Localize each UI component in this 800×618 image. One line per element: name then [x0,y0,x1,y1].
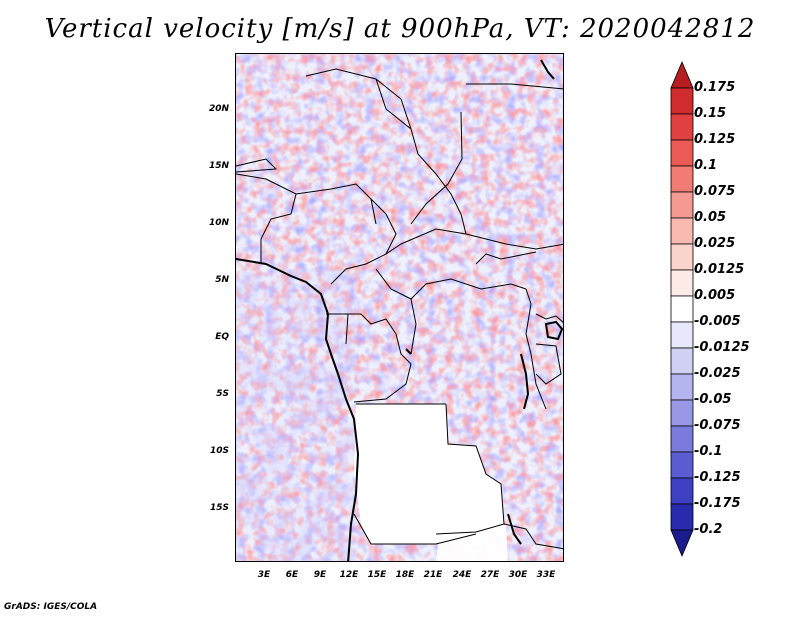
colorbar-cell [670,295,694,323]
x-tick-label: 18E [395,570,415,580]
colorbar-cell [670,425,694,453]
colorbar-label: 0.175 [694,80,736,95]
x-tick-label: 27E [480,570,500,580]
y-tick-label: EQ [215,332,229,342]
x-tick-label: 30E [508,570,528,580]
colorbar-cell [670,165,694,193]
x-tick-label: 21E [423,570,443,580]
colorbar-label: -0.1 [694,444,723,459]
colorbar-cell [670,113,694,141]
colorbar-label: 0.0125 [694,262,745,277]
country-borders [236,68,563,550]
colorbar [670,60,694,558]
angola-calm-region [354,404,504,544]
y-tick-label: 5N [215,275,229,285]
colorbar-label: 0.005 [694,288,736,303]
coastlines [236,59,563,561]
colorbar-cell [670,477,694,505]
colorbar-label: -0.2 [694,522,723,537]
colorbar-cells [670,60,694,558]
footer-credit: GrADS: IGES/COLA [4,602,98,612]
y-tick-label: 5S [216,389,229,399]
x-tick-label: 33E [536,570,556,580]
colorbar-label: -0.075 [694,418,741,433]
y-tick-label: 15N [208,161,229,171]
colorbar-cell [670,217,694,245]
colorbar-cell [670,451,694,479]
colorbar-cell [670,191,694,219]
colorbar-label: -0.0125 [694,340,750,355]
colorbar-label: 0.05 [694,210,727,225]
colorbar-label: -0.125 [694,470,741,485]
x-tick-label: 24E [452,570,472,580]
colorbar-label: 0.1 [694,158,718,173]
plot-title: Vertical velocity [m/s] at 900hPa, VT: 2… [44,14,756,44]
x-tick-label: 3E [257,570,271,580]
x-tick-label: 6E [285,570,299,580]
colorbar-cell [670,347,694,375]
y-tick-label: 15S [209,503,229,513]
colorbar-label: -0.005 [694,314,741,329]
map-plot-area [235,53,564,562]
colorbar-cell [670,529,694,558]
colorbar-label: 0.075 [694,184,736,199]
y-tick-label: 20N [208,104,229,114]
colorbar-label: 0.025 [694,236,736,251]
colorbar-cell [670,243,694,271]
colorbar-label: 0.15 [694,106,727,121]
colorbar-cell [670,321,694,349]
vertical-velocity-field [236,54,563,561]
colorbar-cell [670,139,694,167]
x-tick-label: 9E [313,570,327,580]
colorbar-cell [670,60,694,89]
x-tick-label: 12E [339,570,359,580]
colorbar-cell [670,503,694,531]
colorbar-cell [670,269,694,297]
colorbar-label: -0.175 [694,496,741,511]
x-tick-label: 15E [367,570,387,580]
colorbar-cell [670,373,694,401]
colorbar-label: -0.025 [694,366,741,381]
y-tick-label: 10N [208,218,229,228]
colorbar-label: 0.125 [694,132,736,147]
colorbar-label: -0.05 [694,392,732,407]
colorbar-cell [670,399,694,427]
colorbar-cell [670,87,694,115]
y-tick-label: 10S [209,446,229,456]
